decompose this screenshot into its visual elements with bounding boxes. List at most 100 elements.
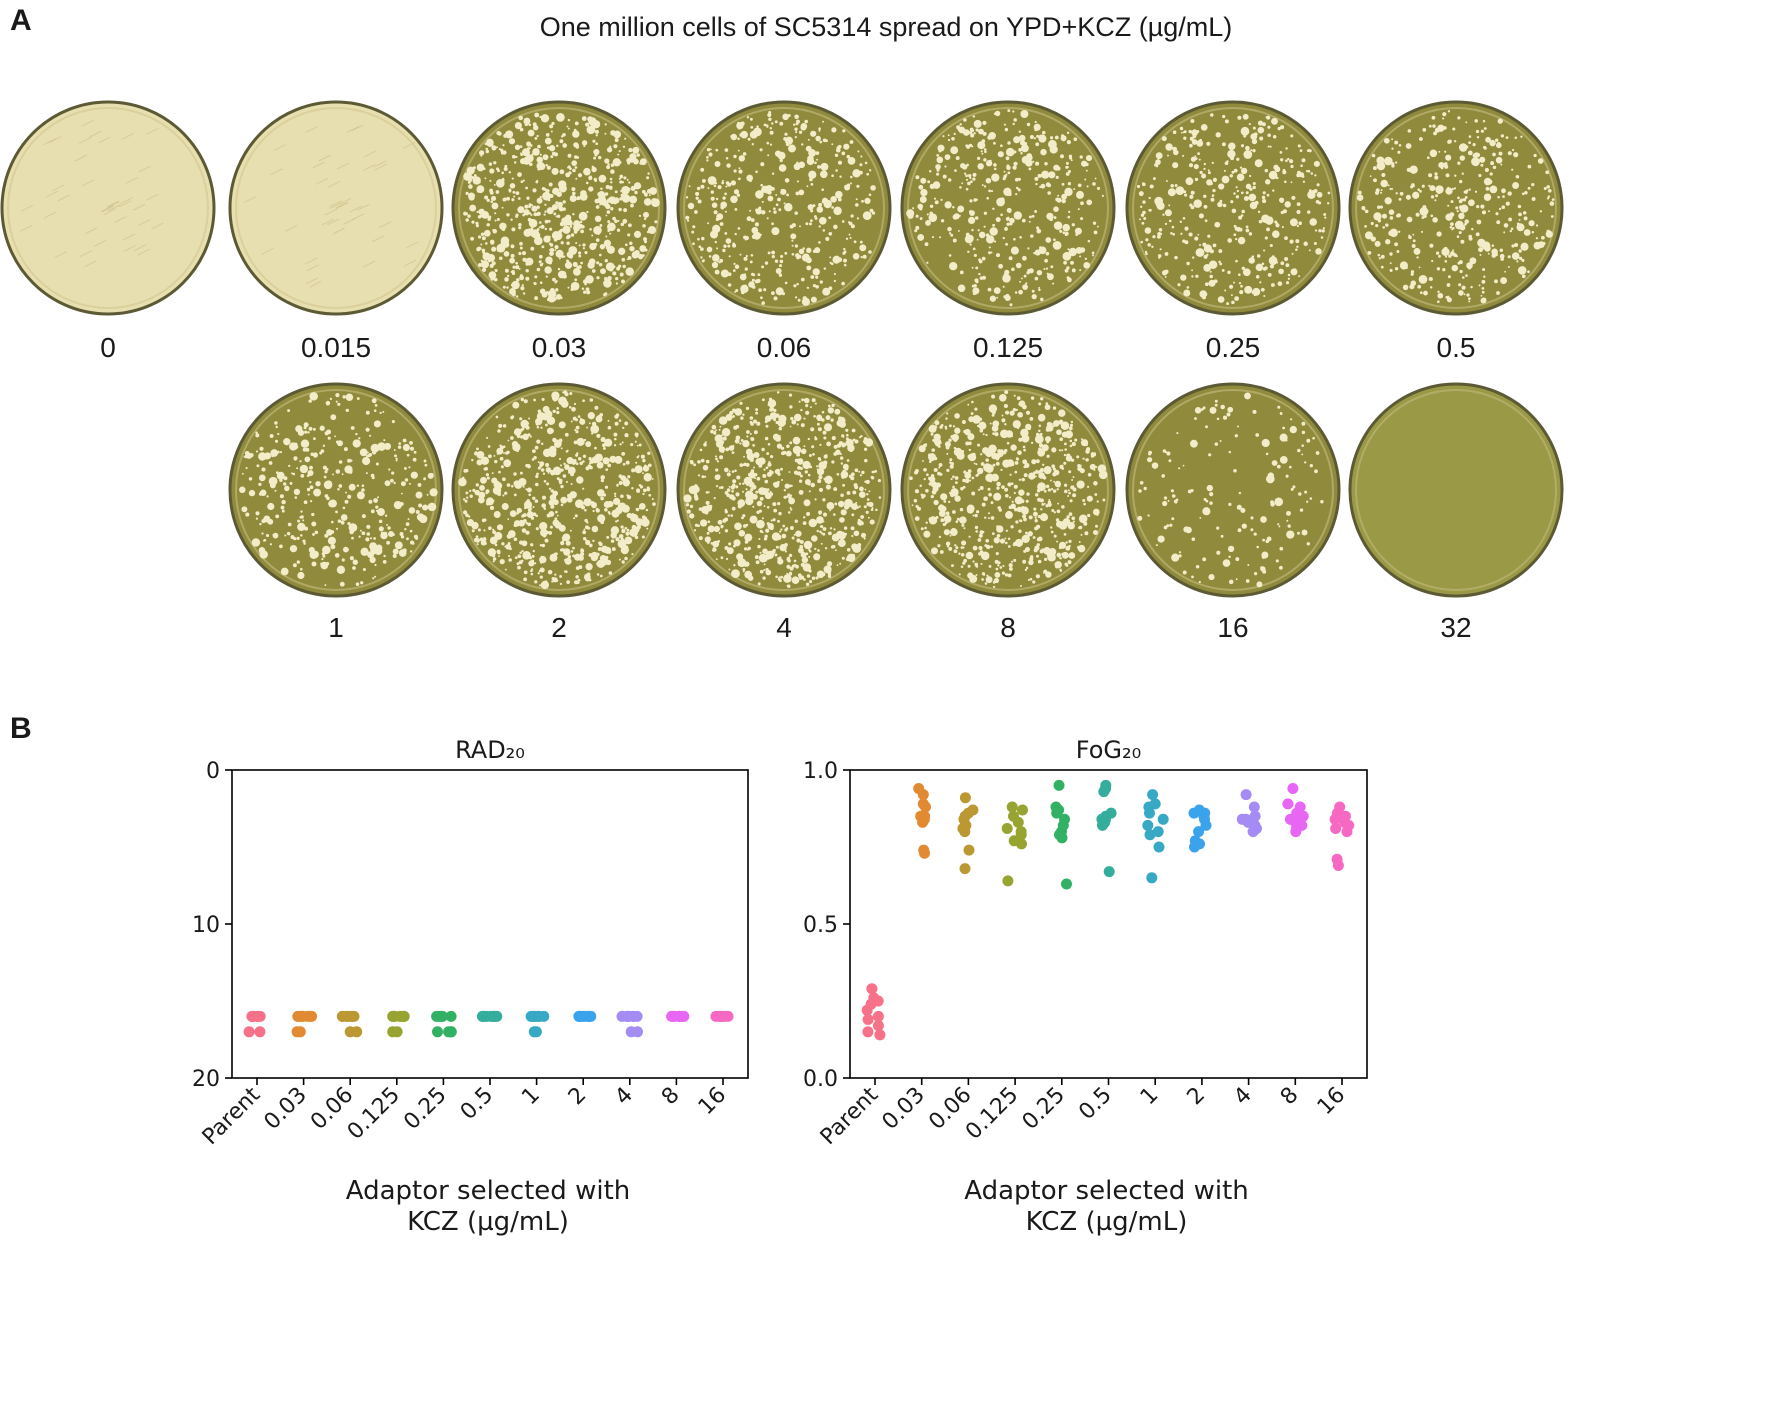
data-point (666, 1010, 678, 1022)
data-point (1200, 819, 1212, 831)
data-point (963, 844, 975, 856)
petri-dish (1348, 100, 1564, 316)
x-tick-label: 0.5 (1074, 1083, 1116, 1125)
data-point (388, 1010, 400, 1022)
data-point (862, 1014, 874, 1025)
data-point (959, 810, 971, 822)
data-point (1098, 786, 1110, 798)
data-point (573, 1010, 585, 1022)
data-point (1002, 875, 1014, 887)
plate-concentration-label: 4 (776, 612, 792, 643)
data-point (525, 1010, 537, 1022)
y-tick-label: 1.0 (803, 759, 838, 784)
petri-dish (676, 100, 892, 316)
data-point (1297, 810, 1309, 822)
data-point (959, 863, 971, 875)
x-tick-label: 0.03 (878, 1083, 930, 1135)
data-point (717, 1010, 729, 1022)
data-point (1193, 826, 1205, 838)
data-point (866, 983, 878, 995)
data-point (292, 1010, 304, 1022)
x-tick-label: 4 (610, 1083, 638, 1111)
data-point (1006, 801, 1018, 813)
data-point (1016, 838, 1027, 850)
x-tick-label: 0.25 (1018, 1083, 1070, 1135)
data-point (632, 1026, 643, 1038)
data-point (874, 1029, 886, 1041)
data-point (1153, 841, 1165, 853)
data-point (1144, 829, 1156, 841)
x-tick-label: 8 (1276, 1083, 1304, 1111)
plate-concentration-label: 0 (100, 332, 116, 363)
data-point (533, 1010, 545, 1022)
data-point (1001, 823, 1013, 834)
data-point (917, 816, 929, 828)
data-point (959, 792, 971, 804)
x-tick-label: 0.125 (961, 1083, 1023, 1145)
data-point (1097, 819, 1108, 831)
x-tick-label: 16 (694, 1083, 731, 1120)
x-tick-label: 8 (657, 1083, 685, 1111)
x-tick-label: 1 (1136, 1083, 1164, 1111)
data-point (336, 1010, 348, 1022)
data-point (1053, 779, 1065, 791)
x-tick-label: 1 (517, 1083, 545, 1111)
data-point (387, 1026, 399, 1038)
petri-dish (228, 100, 444, 316)
data-point (254, 1026, 266, 1038)
plate-concentration-label: 1 (328, 612, 344, 643)
data-point (674, 1010, 686, 1022)
data-point (1051, 807, 1063, 819)
x-tick-label: 2 (564, 1083, 592, 1111)
plate-concentration-label: 0.015 (300, 332, 372, 363)
plate-concentration-label: 8 (1000, 612, 1016, 643)
petri-dish (0, 100, 216, 316)
plate-concentration-label: 0.5 (1436, 332, 1476, 363)
petri-dish (228, 382, 444, 598)
petri-dish (1348, 382, 1564, 598)
data-point (631, 1010, 643, 1022)
x-tick-label: 16 (1313, 1083, 1350, 1120)
petri-dish (676, 382, 892, 598)
plate-concentration-label: 0.25 (1205, 332, 1261, 363)
panel-b-letter: B (10, 712, 32, 745)
y-tick-label: 0.5 (803, 913, 838, 938)
data-point (861, 1004, 873, 1016)
data-point (348, 1010, 360, 1022)
x-axis-label: Adaptor selected with (346, 1176, 631, 1206)
plot-title: FoG₂₀ (1076, 736, 1141, 764)
data-point (1144, 807, 1155, 819)
data-point (1147, 789, 1159, 801)
data-point (1146, 872, 1158, 884)
petri-dish (1125, 382, 1341, 598)
panel-a-letter: A (10, 4, 32, 37)
data-point (1012, 816, 1024, 828)
data-point (1341, 826, 1353, 838)
data-point (344, 1026, 356, 1038)
data-point (872, 1010, 884, 1022)
data-point (623, 1010, 635, 1022)
data-point (1287, 783, 1299, 794)
data-point (920, 801, 931, 813)
x-tick-label: 0.5 (456, 1083, 498, 1125)
data-point (872, 1020, 884, 1032)
data-point (445, 1026, 457, 1038)
x-tick-label: 2 (1183, 1083, 1211, 1111)
data-point (1017, 804, 1028, 816)
data-point (432, 1026, 443, 1038)
plate-concentration-label: 0.125 (972, 332, 1044, 363)
data-point (1332, 860, 1344, 871)
x-tick-label: 0.125 (343, 1083, 405, 1145)
plate-concentration-label: 0.06 (756, 332, 812, 363)
x-axis-label: KCZ (µg/mL) (1026, 1207, 1188, 1237)
data-point (1056, 832, 1068, 844)
data-point (1248, 801, 1260, 813)
data-point (1103, 866, 1115, 878)
x-tick-label: 0.03 (260, 1083, 312, 1135)
y-tick-label: 0 (206, 759, 220, 784)
y-tick-label: 10 (192, 913, 220, 938)
data-point (246, 1010, 258, 1022)
plate-concentration-label: 2 (551, 612, 567, 643)
